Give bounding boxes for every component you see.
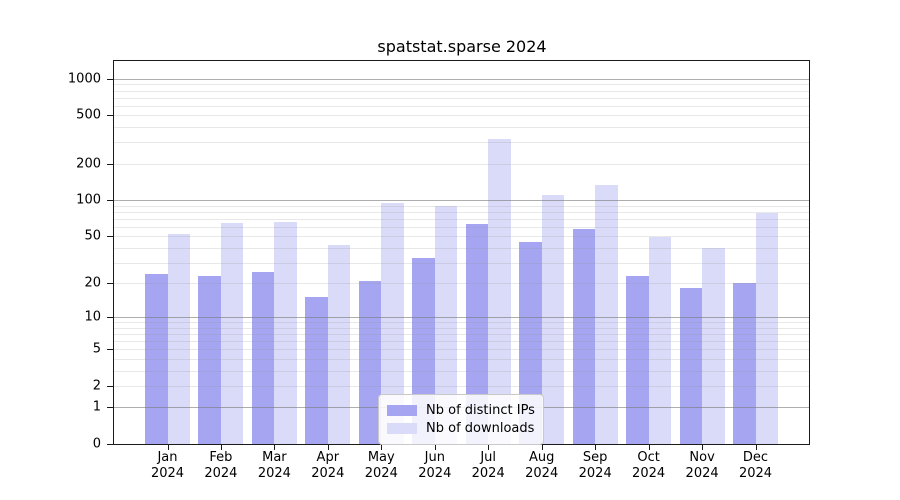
bar-distinct-ips-aug <box>519 241 542 444</box>
bar-downloads-apr <box>327 245 351 444</box>
legend: Nb of distinct IPs Nb of downloads <box>378 394 544 445</box>
bar-downloads-may <box>381 202 404 444</box>
x-tick-mark-may <box>381 445 383 450</box>
y-tick-label-1000: 1000 <box>67 71 101 87</box>
x-tick-mark-mar <box>274 445 276 450</box>
bar-distinct-ips-apr <box>305 297 328 444</box>
bar-distinct-ips-nov <box>679 288 703 444</box>
y-tick-label-50: 50 <box>84 228 101 244</box>
y-tick-mark-50 <box>107 236 113 238</box>
y-tick-label-20: 20 <box>84 275 101 291</box>
x-tick-label-may: May 2024 <box>364 450 398 481</box>
plot-area <box>113 60 810 445</box>
x-tick-label-jan: Jan 2024 <box>150 450 185 481</box>
bar-distinct-ips-mar <box>251 271 275 444</box>
legend-swatch-downloads <box>387 422 417 434</box>
y-tick-label-200: 200 <box>76 156 101 172</box>
legend-entry-downloads: Nb of downloads <box>387 420 535 436</box>
y-tick-mark-0 <box>107 444 113 445</box>
legend-entry-distinct-ips: Nb of distinct IPs <box>387 402 535 418</box>
bar-downloads-dec <box>755 213 778 444</box>
bar-distinct-ips-may <box>358 280 382 444</box>
bar-downloads-jun <box>434 205 458 444</box>
x-tick-label-sep: Sep 2024 <box>578 450 612 481</box>
x-tick-mark-nov <box>702 445 704 450</box>
y-tick-label-5: 5 <box>92 341 101 357</box>
legend-label-distinct-ips: Nb of distinct IPs <box>426 402 535 418</box>
bar-distinct-ips-dec <box>733 283 756 444</box>
legend-swatch-distinct-ips <box>387 404 417 416</box>
x-tick-mark-jun <box>434 445 436 450</box>
y-tick-label-1: 1 <box>92 399 101 415</box>
bar-downloads-aug <box>541 195 565 444</box>
x-tick-mark-dec <box>755 445 757 450</box>
bars-layer <box>114 61 809 444</box>
y-tick-label-10: 10 <box>84 309 101 325</box>
x-tick-label-mar: Mar 2024 <box>257 450 291 481</box>
x-tick-label-apr: Apr 2024 <box>311 450 345 481</box>
bar-downloads-sep <box>595 185 618 444</box>
y-tick-mark-10 <box>107 317 113 319</box>
bar-distinct-ips-feb <box>198 276 221 444</box>
y-tick-mark-100 <box>107 200 113 201</box>
bar-downloads-mar <box>274 221 297 444</box>
bar-downloads-oct <box>648 237 672 444</box>
bar-downloads-jul <box>488 138 511 444</box>
bar-distinct-ips-jul <box>465 224 489 444</box>
y-tick-mark-1 <box>107 407 113 409</box>
chart-title: spatstat.sparse 2024 <box>377 37 547 56</box>
y-tick-label-0: 0 <box>92 436 101 452</box>
x-tick-mark-feb <box>220 445 222 450</box>
y-tick-mark-500 <box>107 115 113 117</box>
y-tick-mark-1000 <box>107 78 113 80</box>
bar-distinct-ips-sep <box>572 229 596 444</box>
x-tick-label-nov: Nov 2024 <box>685 450 719 481</box>
x-tick-label-oct: Oct 2024 <box>632 450 666 481</box>
x-tick-label-jun: Jun 2024 <box>418 450 452 481</box>
y-tick-mark-5 <box>107 349 113 351</box>
bar-distinct-ips-jan <box>145 273 168 444</box>
y-tick-mark-20 <box>107 283 113 285</box>
y-tick-label-500: 500 <box>76 107 101 123</box>
bar-downloads-jan <box>167 234 190 444</box>
bar-downloads-nov <box>702 247 725 444</box>
x-tick-label-dec: Dec 2024 <box>738 450 773 481</box>
y-tick-mark-2 <box>107 385 113 387</box>
y-tick-label-100: 100 <box>76 192 101 208</box>
y-tick-label-2: 2 <box>92 378 101 394</box>
bar-distinct-ips-oct <box>626 276 649 444</box>
x-tick-mark-jul <box>488 445 490 450</box>
x-tick-mark-oct <box>648 445 650 450</box>
x-tick-mark-aug <box>541 445 543 450</box>
bar-downloads-feb <box>220 223 244 444</box>
x-tick-label-feb: Feb 2024 <box>204 450 238 481</box>
x-tick-mark-sep <box>595 445 597 450</box>
y-tick-mark-200 <box>107 163 113 165</box>
x-tick-label-aug: Aug 2024 <box>525 450 559 481</box>
x-tick-label-jul: Jul 2024 <box>471 450 505 481</box>
legend-label-downloads: Nb of downloads <box>426 420 535 436</box>
x-tick-mark-apr <box>327 445 329 450</box>
x-tick-mark-jan <box>167 445 169 450</box>
